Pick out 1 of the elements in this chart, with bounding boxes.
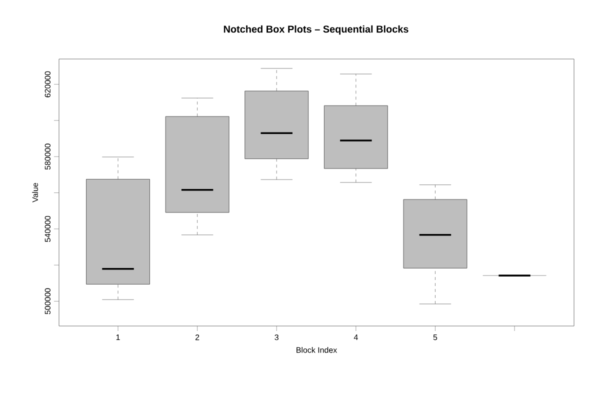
- chart-title: Notched Box Plots – Sequential Blocks: [224, 25, 408, 35]
